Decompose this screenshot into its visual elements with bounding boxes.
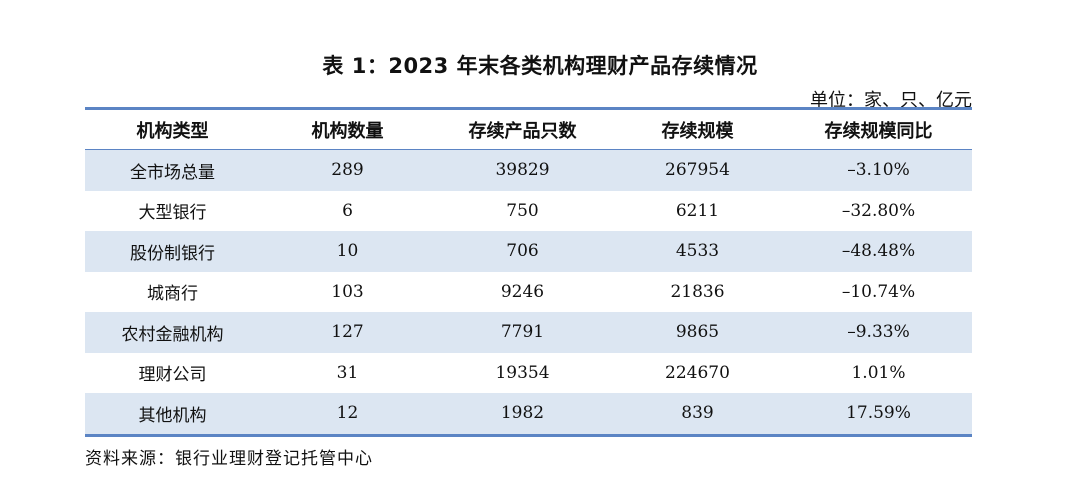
cell-scale: 21836: [670, 281, 725, 302]
cell-institution-type: 股份制银行: [130, 243, 215, 264]
header-scale-yoy: 存续规模同比: [824, 120, 933, 142]
cell-institution-type: 农村金融机构: [121, 324, 224, 345]
cell-product-count: 750: [506, 200, 539, 221]
cell-institution-count: 10: [336, 241, 359, 262]
cell-scale-yoy: –48.48%: [841, 241, 916, 262]
cell-scale: 4533: [675, 241, 720, 262]
cell-scale-yoy: 1.01%: [851, 362, 906, 383]
table-title: 表 1：2023 年末各类机构理财产品存续情况: [322, 54, 758, 78]
cell-product-count: 1982: [500, 403, 545, 424]
cell-scale: 224670: [665, 362, 730, 383]
cell-institution-count: 103: [331, 281, 364, 302]
cell-institution-type: 理财公司: [138, 365, 207, 386]
table-row: 全市场总量 289 39829 267954 –3.10%: [85, 150, 972, 191]
table-header-row: 机构类型 机构数量 存续产品只数 存续规模 存续规模同比: [85, 110, 972, 150]
table-row: 股份制银行 10 706 4533 –48.48%: [85, 231, 972, 272]
cell-scale: 839: [681, 403, 714, 424]
cell-scale: 267954: [665, 160, 730, 181]
cell-product-count: 39829: [495, 160, 550, 181]
cell-scale-yoy: –9.33%: [847, 322, 910, 343]
cell-scale-yoy: –3.10%: [847, 160, 910, 181]
cell-institution-count: 127: [331, 322, 364, 343]
table-row: 其他机构 12 1982 839 17.59%: [85, 393, 972, 434]
table-row: 大型银行 6 750 6211 –32.80%: [85, 191, 972, 232]
cell-product-count: 706: [506, 241, 539, 262]
cell-scale: 6211: [675, 200, 720, 221]
cell-institution-type: 其他机构: [138, 405, 207, 426]
cell-scale-yoy: 17.59%: [846, 403, 911, 424]
cell-institution-type: 大型银行: [138, 203, 207, 224]
header-scale: 存续规模: [661, 120, 734, 142]
table-row: 理财公司 31 19354 224670 1.01%: [85, 353, 972, 394]
header-institution-type: 机构类型: [136, 120, 209, 142]
table-row: 农村金融机构 127 7791 9865 –9.33%: [85, 312, 972, 353]
cell-product-count: 7791: [500, 322, 545, 343]
data-table: 机构类型 机构数量 存续产品只数 存续规模 存续规模同比 全市场总量 289 3…: [85, 110, 972, 434]
cell-institution-type: 城商行: [147, 284, 198, 305]
cell-institution-type: 全市场总量: [130, 162, 215, 183]
table-top-rule: [85, 107, 972, 110]
cell-scale-yoy: –32.80%: [841, 200, 916, 221]
cell-product-count: 19354: [495, 362, 550, 383]
source-note: 资料来源：银行业理财登记托管中心: [85, 449, 373, 469]
unit-note: 单位：家、只、亿元: [810, 90, 972, 111]
table-bottom-rule: [85, 434, 972, 437]
header-institution-count: 机构数量: [311, 120, 384, 142]
cell-institution-count: 6: [342, 200, 353, 221]
cell-scale-yoy: –10.74%: [841, 281, 916, 302]
cell-institution-count: 31: [336, 362, 359, 383]
table-row: 城商行 103 9246 21836 –10.74%: [85, 272, 972, 313]
cell-institution-count: 289: [331, 160, 364, 181]
cell-scale: 9865: [675, 322, 720, 343]
header-product-count: 存续产品只数: [468, 120, 577, 142]
cell-product-count: 9246: [500, 281, 545, 302]
cell-institution-count: 12: [336, 403, 359, 424]
